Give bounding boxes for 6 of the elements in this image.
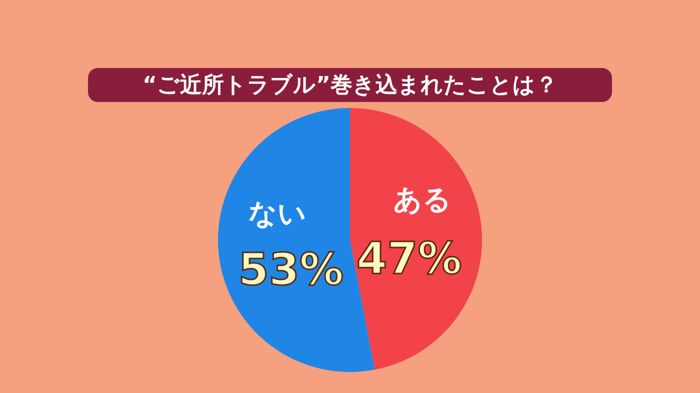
data-label: 47%: [356, 233, 462, 284]
chart-title: “ご近所トラブル”巻き込まれたことは？: [142, 73, 558, 98]
data-label: 53%: [238, 244, 344, 296]
slice-label: ある: [393, 183, 452, 216]
slice-label: ない: [248, 196, 307, 230]
pie-slice: [350, 108, 482, 370]
